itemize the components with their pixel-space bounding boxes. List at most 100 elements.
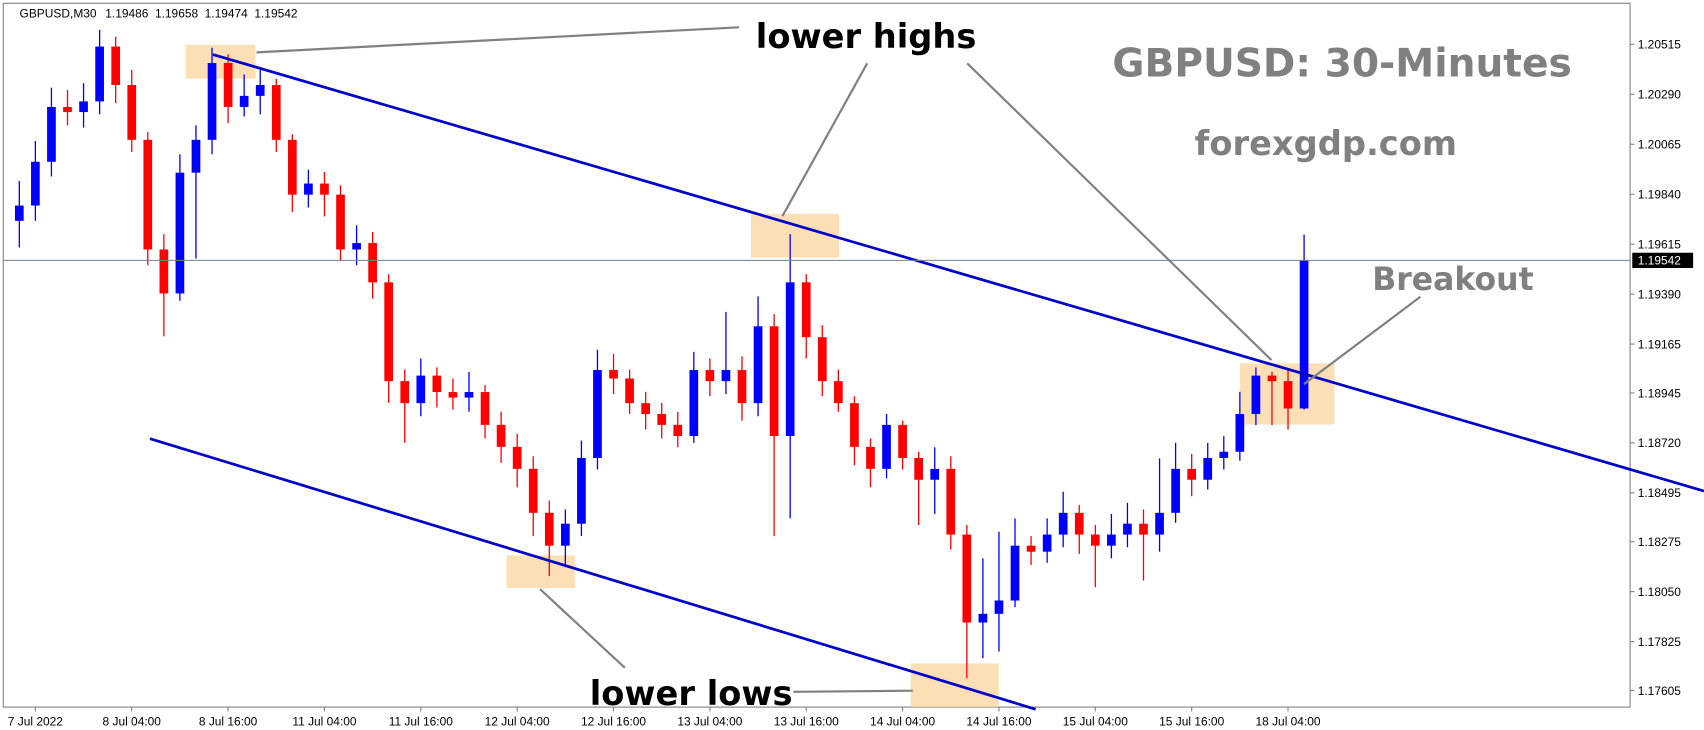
candle-body [753, 326, 763, 404]
x-tick-label: 15 Jul 16:00 [1159, 715, 1224, 729]
candle-body [304, 183, 313, 195]
candle-body [882, 424, 891, 469]
candle-body [287, 139, 297, 195]
candle-body [512, 446, 522, 469]
y-tick-label: 1.18050 [1638, 585, 1682, 599]
candle-body [416, 375, 426, 404]
y-tick-label: 1.19615 [1638, 238, 1682, 252]
candle-body [336, 194, 345, 250]
candle-body [1026, 545, 1036, 552]
y-tick-label: 1.20290 [1638, 88, 1682, 102]
y-tick-label: 1.18720 [1638, 436, 1682, 450]
highlight-box [506, 555, 575, 589]
x-tick-label: 12 Jul 16:00 [581, 715, 646, 729]
highlight-box [185, 44, 256, 79]
y-tick-label: 1.18275 [1638, 535, 1682, 549]
candle-body [480, 392, 490, 425]
channel-lower [149, 437, 1037, 711]
pointer-line [1303, 295, 1422, 385]
candle-body [1139, 523, 1148, 535]
x-tick-label: 12 Jul 04:00 [485, 715, 550, 729]
candle-body [737, 370, 747, 404]
candle-body [898, 424, 907, 458]
candle-body [95, 46, 104, 102]
candle-body [352, 243, 361, 250]
y-tick-label: 1.19165 [1638, 337, 1682, 351]
candle-body [448, 392, 458, 398]
candle-body [994, 600, 1004, 614]
candle-body [705, 370, 715, 382]
candle-body [609, 370, 618, 379]
pointers [256, 26, 1422, 693]
candle-body [914, 457, 924, 480]
candle-body [175, 172, 185, 294]
x-tick-label: 13 Jul 16:00 [774, 715, 839, 729]
candle-body [561, 523, 570, 546]
y-tick-label: 1.17605 [1638, 684, 1682, 698]
x-tick-label: 7 Jul 2022 [8, 715, 63, 729]
candle-body [528, 468, 538, 513]
candle-body [1042, 534, 1052, 552]
candle-body [1090, 534, 1100, 546]
candle-body [496, 424, 506, 447]
candle-body [930, 468, 940, 480]
candle-body [785, 282, 795, 436]
x-tick-label: 8 Jul 16:00 [199, 715, 258, 729]
x-tick-label: 11 Jul 16:00 [389, 715, 454, 729]
y-tick-label: 1.19840 [1638, 188, 1682, 202]
candle-body [207, 62, 217, 140]
candle-body [255, 84, 265, 96]
candle-body [1010, 545, 1020, 601]
candle-body [1187, 468, 1197, 480]
candle-body [400, 381, 410, 404]
chart-header: GBPUSD,M30 1.19486 1.19658 1.19474 1.19542 [20, 6, 298, 20]
candle-body [1219, 451, 1229, 458]
annotation: forexgdp.com [1195, 124, 1457, 163]
candle-body [1107, 534, 1116, 546]
candle-body [271, 84, 281, 140]
candle-body [1283, 381, 1293, 409]
candle-body [127, 84, 137, 140]
candle-body [143, 139, 153, 250]
x-tick-label: 13 Jul 04:00 [677, 715, 742, 729]
x-tick-label: 11 Jul 04:00 [292, 715, 357, 729]
candle-body [641, 403, 650, 415]
candle-body [769, 326, 779, 436]
candle-body [320, 183, 329, 195]
candle-body [1074, 512, 1084, 535]
candle-body [978, 613, 988, 623]
candle-body [1155, 512, 1164, 535]
current-price-box [1632, 252, 1694, 269]
candle-body [384, 282, 394, 382]
candle-body [544, 512, 554, 546]
ohlc-low: 1.19474 [205, 6, 249, 20]
y-tick-label: 1.18945 [1638, 386, 1682, 400]
current-price-label: 1.19542 [1638, 254, 1682, 268]
ohlc-close: 1.19542 [254, 6, 298, 20]
highlight-box [750, 213, 839, 258]
x-tick-label: 18 Jul 04:00 [1255, 715, 1320, 729]
candle-body [14, 205, 24, 221]
candle-body [689, 370, 699, 436]
x-tick-label: 15 Jul 04:00 [1063, 715, 1128, 729]
x-tick-label: 14 Jul 16:00 [966, 715, 1031, 729]
y-tick-label: 1.20065 [1638, 138, 1682, 152]
candle-body [593, 370, 602, 458]
ohlc-open: 1.19486 [105, 6, 149, 20]
candle-body [721, 370, 731, 382]
channel-upper [212, 53, 1704, 493]
candle-body [834, 381, 843, 404]
candle-body [962, 534, 972, 623]
annotation: Breakout [1372, 262, 1533, 298]
candle-body [866, 446, 875, 469]
candle-body [817, 337, 827, 382]
y-tick-label: 1.18495 [1638, 486, 1682, 500]
pointer-line [256, 26, 740, 54]
y-tick-label: 1.19390 [1638, 287, 1682, 301]
candle-body [946, 468, 956, 535]
candle-body [657, 414, 667, 425]
candle-body [1058, 512, 1068, 535]
candle-body [1203, 457, 1213, 480]
